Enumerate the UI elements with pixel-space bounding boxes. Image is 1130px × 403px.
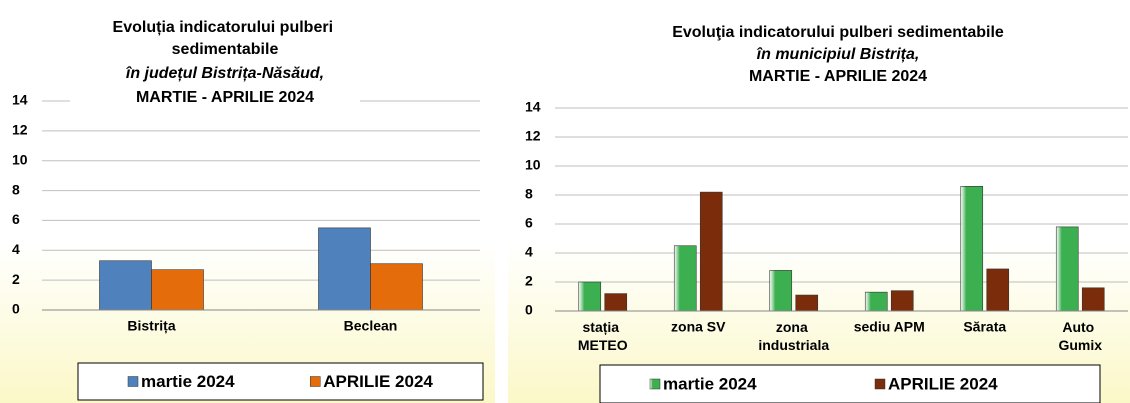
y-tick-label: 8 — [12, 181, 20, 197]
y-tick-label: 12 — [12, 122, 28, 138]
chart-subtitle: în municipiul Bistrița, — [757, 46, 920, 63]
y-tick-label: 4 — [12, 241, 20, 257]
bar — [769, 270, 793, 312]
bar — [1081, 287, 1105, 312]
y-tick-label: 2 — [12, 271, 20, 287]
legend-box — [77, 362, 484, 401]
bar — [370, 263, 423, 311]
x-tick-label: Sărata — [963, 319, 1006, 335]
y-tick-label: 8 — [525, 186, 533, 202]
bar — [578, 281, 602, 312]
y-tick-label: 14 — [12, 92, 28, 108]
x-tick-label: Beclean — [344, 318, 398, 334]
y-tick-label: 4 — [525, 244, 533, 260]
chart-title: Evoluţia indicatorului pulberi sedimenta… — [672, 24, 1004, 41]
chart-period: MARTIE - APRILIE 2024 — [749, 68, 927, 85]
label-line: Gumix — [1058, 337, 1102, 353]
label-line: Auto — [1062, 319, 1098, 335]
y-tick-label: 2 — [525, 273, 533, 289]
legend-swatch — [874, 378, 886, 390]
legend-label: martie 2024 — [663, 374, 757, 393]
bar — [960, 186, 984, 312]
bar — [795, 294, 819, 312]
title-line: Evoluția indicatorului pulberi — [113, 19, 338, 36]
bar — [604, 293, 628, 312]
legend-swatch — [649, 378, 661, 390]
x-tick-label: Bistrița — [127, 318, 175, 334]
panel-right — [508, 0, 1130, 403]
bar — [151, 269, 204, 311]
bar — [699, 191, 723, 312]
legend-swatch — [310, 376, 321, 387]
chart-subtitle: în județul Bistrița-Năsăud, — [126, 65, 324, 82]
bar — [99, 260, 152, 311]
legend-label: martie 2024 — [141, 372, 235, 391]
y-tick-label: 12 — [525, 128, 541, 144]
title-line: sedimentabile — [172, 41, 279, 58]
x-tick-label: zona industriala — [758, 319, 829, 353]
y-tick-label: 0 — [12, 301, 20, 317]
legend-box — [599, 364, 1101, 403]
y-tick-label: 14 — [525, 99, 541, 115]
label-line: stația — [583, 319, 623, 335]
legend-swatch — [127, 376, 139, 387]
label-line: METEO — [578, 337, 628, 353]
x-tick-label: Auto Gumix — [1058, 319, 1102, 353]
bar — [986, 268, 1010, 312]
bar — [318, 227, 371, 311]
label-line: industriala — [758, 337, 829, 353]
y-tick-label: 6 — [525, 215, 533, 231]
y-tick-label: 0 — [525, 302, 533, 318]
legend-label: APRILIE 2024 — [323, 372, 433, 391]
label-line: zona — [776, 319, 812, 335]
chart-title: Evoluția indicatorului pulberi sedimenta… — [113, 19, 338, 58]
x-tick-label: zona SV — [671, 319, 726, 335]
y-tick-label: 10 — [12, 151, 28, 167]
y-tick-label: 6 — [12, 211, 20, 227]
chart-period: MARTIE - APRILIE 2024 — [136, 89, 314, 106]
bar — [890, 290, 914, 312]
bar — [673, 245, 697, 312]
x-tick-label: sediu APM — [854, 319, 925, 335]
bar — [864, 291, 888, 312]
y-tick-label: 10 — [525, 157, 541, 173]
title-box — [70, 12, 360, 110]
legend-label: APRILIE 2024 — [888, 374, 998, 393]
x-tick-label: stația METEO — [578, 319, 628, 353]
bar — [1055, 226, 1079, 312]
